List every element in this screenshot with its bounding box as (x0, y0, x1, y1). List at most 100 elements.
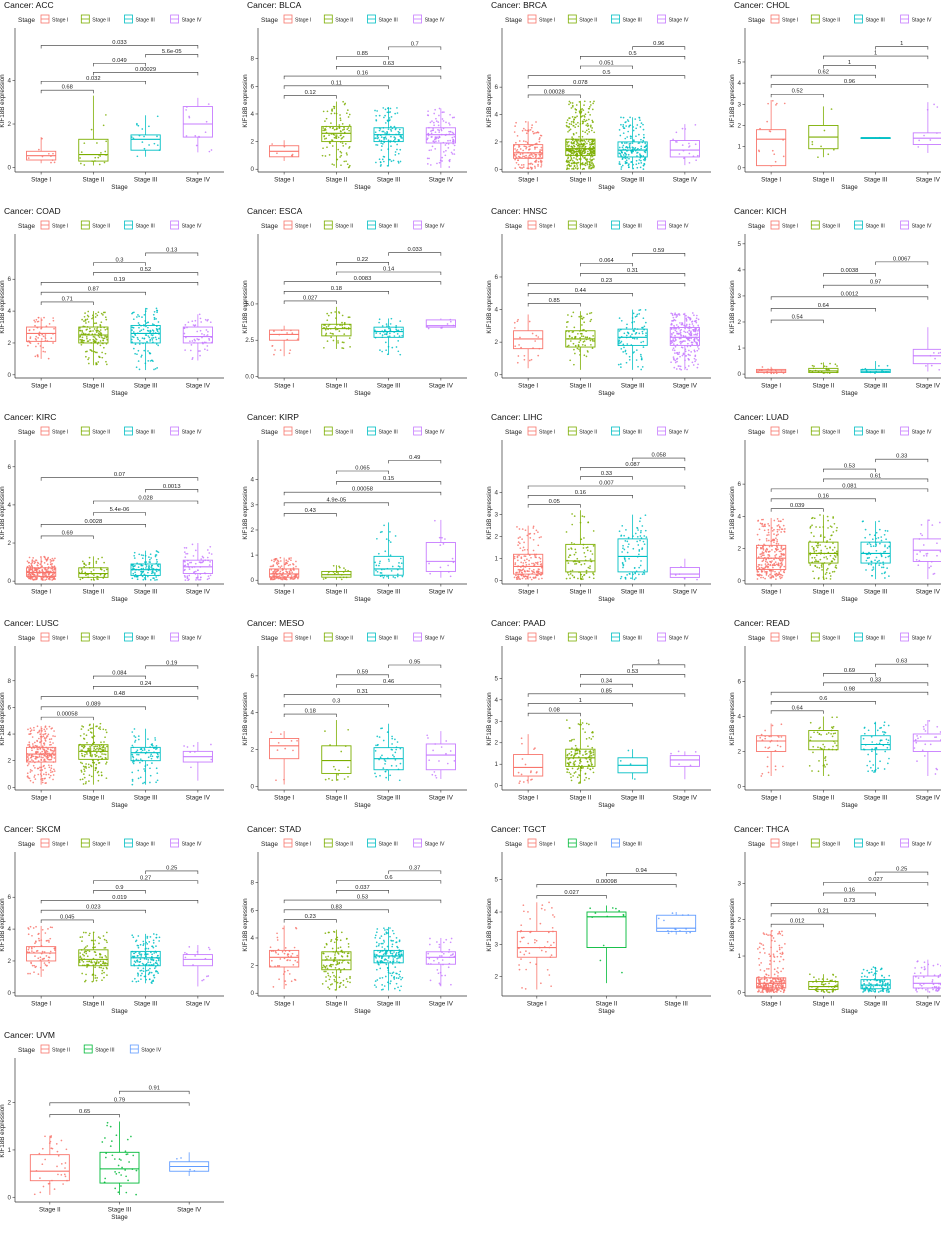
legend-title: Stage (748, 17, 765, 24)
data-point (104, 335, 106, 337)
data-point (389, 328, 391, 330)
comparison-bracket: 0.54 (771, 315, 823, 324)
data-point (826, 372, 828, 374)
data-point (188, 116, 190, 118)
data-point (449, 131, 451, 133)
data-point (581, 111, 583, 113)
data-point (45, 772, 47, 774)
data-point (836, 365, 838, 367)
data-point (582, 576, 584, 578)
comparison-bracket: 0.16 (528, 490, 633, 499)
data-point (100, 332, 102, 334)
data-point (34, 321, 36, 323)
data-point (49, 573, 51, 575)
comparison-bracket: 0.33 (580, 471, 632, 480)
data-point (879, 137, 881, 139)
comparison-bracket: 0.63 (336, 61, 441, 70)
legend-label: Stage II (822, 429, 840, 435)
data-point (640, 139, 642, 141)
data-point (782, 528, 784, 530)
data-point (770, 557, 772, 559)
data-point (339, 114, 341, 116)
data-point (41, 740, 43, 742)
data-point (33, 755, 35, 757)
data-point (768, 540, 770, 542)
data-point (761, 525, 763, 527)
data-point (106, 339, 108, 341)
data-point (696, 579, 698, 581)
data-point (674, 327, 676, 329)
p-value-label: 0.0067 (893, 256, 911, 262)
data-point (514, 577, 516, 579)
data-point (590, 144, 592, 146)
data-point (645, 335, 647, 337)
data-point (380, 165, 382, 167)
y-tick-label: 2 (7, 758, 11, 765)
box-stage-iii (861, 361, 890, 374)
data-point (145, 578, 147, 580)
data-point (330, 328, 332, 330)
comparison-bracket: 0.19 (41, 277, 198, 286)
data-point (339, 312, 341, 314)
data-point (635, 316, 637, 318)
data-point (50, 155, 52, 157)
data-point (157, 564, 159, 566)
data-point (148, 561, 150, 563)
data-point (592, 103, 594, 105)
data-point (527, 570, 529, 572)
box-stage-iii (861, 520, 890, 579)
data-point (145, 564, 147, 566)
data-point (683, 325, 685, 327)
data-point (152, 339, 154, 341)
data-point (142, 555, 144, 557)
data-point (527, 549, 529, 551)
data-point (529, 537, 531, 539)
data-point (695, 124, 697, 126)
data-point (759, 567, 761, 569)
comparison-bracket: 0.52 (93, 267, 198, 276)
x-axis-label: Stage (111, 390, 128, 397)
data-point (195, 571, 197, 573)
data-point (773, 541, 775, 543)
data-point (28, 741, 30, 743)
data-point (625, 157, 627, 159)
data-point (535, 121, 537, 123)
data-point (588, 161, 590, 163)
legend-label: Stage II (92, 635, 110, 641)
data-point (620, 578, 622, 580)
data-point (382, 159, 384, 161)
data-point (821, 565, 823, 567)
data-point (694, 354, 696, 356)
data-point (692, 312, 694, 314)
data-point (53, 754, 55, 756)
data-point (80, 735, 82, 737)
data-point (439, 136, 441, 138)
comparison-bracket: 0.0038 (823, 268, 875, 277)
data-point (679, 573, 681, 575)
data-point (766, 121, 768, 123)
data-point (134, 576, 136, 578)
x-axis-label: Stage (111, 184, 128, 191)
data-point (276, 561, 278, 563)
data-point (41, 751, 43, 753)
data-point (836, 372, 838, 374)
data-point (276, 152, 278, 154)
p-value-label: 0.0083 (354, 276, 372, 282)
data-point (194, 135, 196, 137)
data-point (582, 515, 584, 517)
data-point (865, 529, 867, 531)
p-value-label: 0.33 (601, 471, 612, 477)
data-point (94, 322, 96, 324)
data-point (644, 160, 646, 162)
data-point (34, 742, 36, 744)
y-tick-label: 2 (737, 546, 741, 553)
legend-label: Stage I (52, 17, 68, 23)
legend-item: Stage II (81, 221, 110, 229)
data-point (452, 143, 454, 145)
data-point (43, 778, 45, 780)
box-stage-iv (670, 124, 699, 165)
legend-label: Stage IV (425, 429, 445, 435)
data-point (583, 341, 585, 343)
